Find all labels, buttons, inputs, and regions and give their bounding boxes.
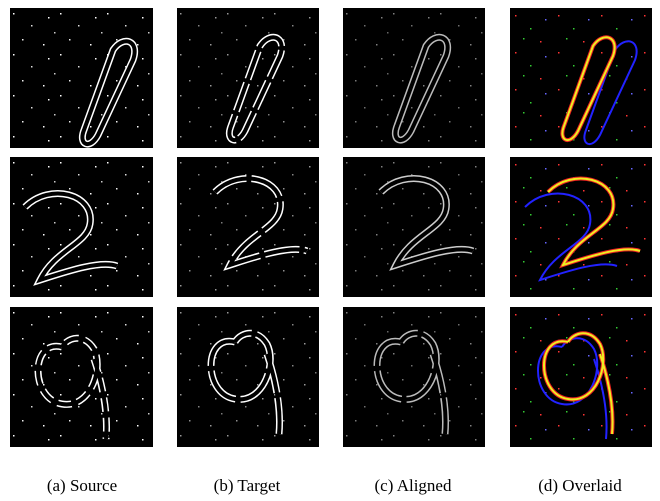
figure-panels [0, 0, 660, 470]
caption: (a) Source [2, 476, 162, 496]
caption: (c) Aligned [333, 476, 493, 496]
caption: (b) Target [167, 476, 327, 496]
caption: (d) Overlaid [500, 476, 660, 496]
panels [10, 8, 652, 447]
figure: (a) Source (b) Target (c) Aligned (d) Ov… [0, 0, 660, 501]
